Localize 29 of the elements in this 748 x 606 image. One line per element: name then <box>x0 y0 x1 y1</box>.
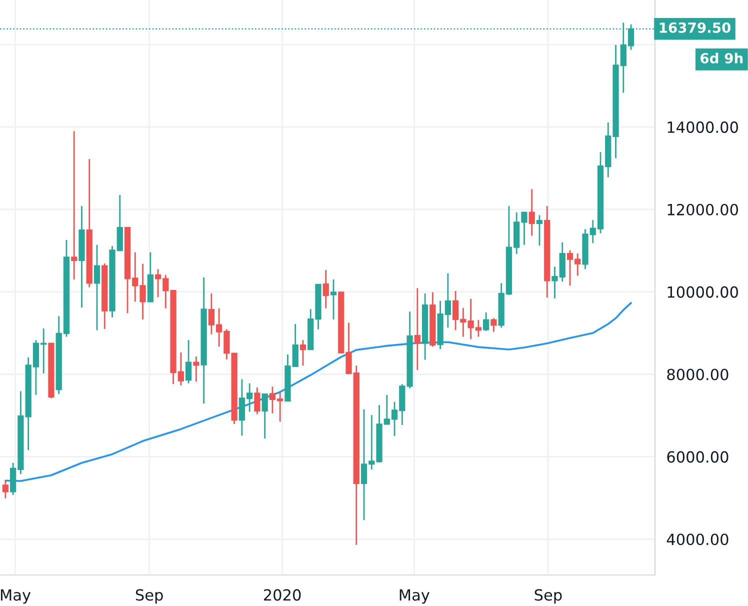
text: 6d 9h <box>700 52 743 64</box>
ref-line-label: 16379.50 <box>660 22 731 33</box>
y-tick-label: 14000.00 <box>668 121 738 133</box>
y-tick-label: 4000.00 <box>666 534 728 546</box>
candlestick <box>490 318 497 333</box>
x-tick-label: May <box>400 589 430 604</box>
candlestick <box>528 188 535 236</box>
x-tick-label: May <box>0 589 31 604</box>
candlestick <box>2 480 9 500</box>
candlestick <box>262 392 268 440</box>
x-tick-label: Sep <box>534 589 562 604</box>
candlestick <box>536 214 543 246</box>
candlestick <box>71 130 78 280</box>
candlestick <box>322 269 329 310</box>
x-tick-label: Sep <box>136 589 163 604</box>
y-tick-label: 12000.00 <box>668 204 738 216</box>
y-tick-label: 10000.00 <box>668 286 738 298</box>
candlestick <box>330 278 337 320</box>
candlestick <box>254 386 260 415</box>
candlestick <box>414 287 420 371</box>
line-series <box>4 302 632 482</box>
y-tick-label: 8000.00 <box>667 368 728 380</box>
candlestick <box>185 339 192 384</box>
y-tick-label: 6000.00 <box>667 451 728 463</box>
candlestick <box>483 312 490 332</box>
candlestick <box>193 356 200 382</box>
x-tick-label: 2020 <box>264 589 301 601</box>
candlestick <box>300 339 306 366</box>
candlestick <box>94 244 100 331</box>
